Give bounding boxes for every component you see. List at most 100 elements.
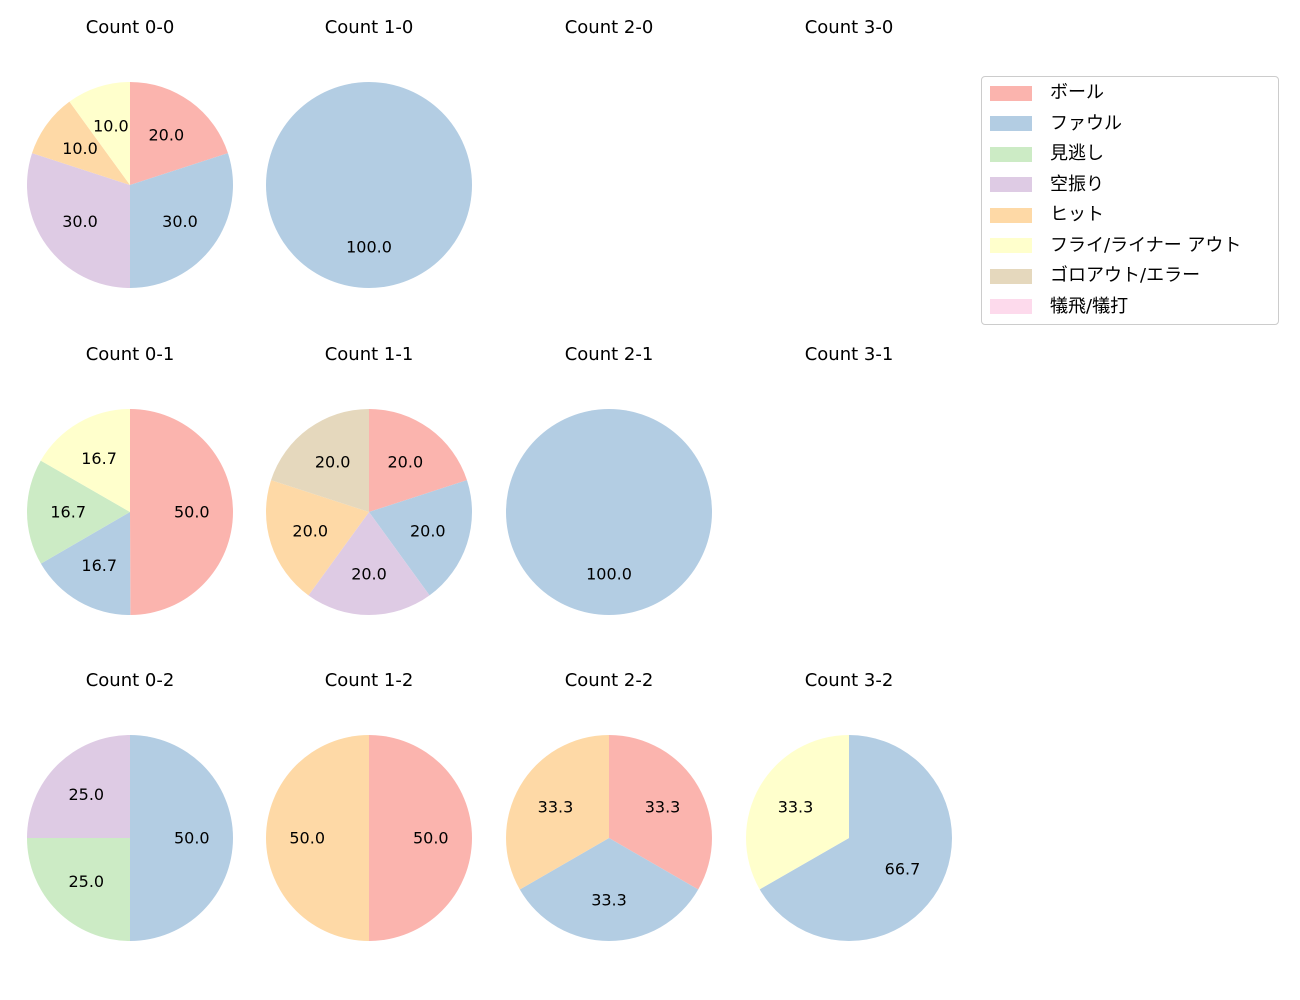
legend-swatch — [990, 238, 1032, 253]
slice-value-label: 20.0 — [149, 126, 185, 145]
legend-label: ゴロアウト/エラー — [1050, 265, 1201, 286]
pie-title: Count 0-2 — [85, 670, 175, 691]
legend-item-hit: ヒット — [990, 203, 1104, 227]
pie-chart — [729, 0, 969, 320]
pie-chart: 50.0 25.0 25.0 — [27, 735, 233, 941]
pie-slice — [130, 82, 228, 185]
pie-chart: 50.0 16.7 16.7 16.7 — [26, 409, 233, 615]
pie-title: Count 3-0 — [804, 17, 894, 38]
pie-slice — [506, 409, 712, 615]
pie-slice — [130, 153, 233, 288]
pie-slice — [369, 409, 467, 512]
pie-panel-3-1: Count 3-1 — [729, 327, 969, 627]
slice-value-label: 50.0 — [289, 829, 325, 848]
pie-slice — [308, 512, 430, 615]
pie-title: Count 1-2 — [324, 670, 414, 691]
slice-value-label: 16.7 — [81, 449, 117, 468]
legend-swatch — [990, 268, 1032, 284]
pie-slice — [266, 480, 369, 596]
pie-title: Count 3-2 — [804, 670, 894, 691]
legend-item-grounder-out-error: ゴロアウト/エラー — [990, 264, 1200, 288]
pie-slice — [40, 512, 131, 615]
pie-panel-0-0: Count 0-0 20.0 30.0 30.0 10.0 10.0 — [10, 0, 250, 300]
legend-item-fly-liner-out: フライ/ライナー アウト — [990, 234, 1241, 258]
legend-swatch — [990, 116, 1032, 131]
pie-panel-2-1: Count 2-1 100.0 — [489, 327, 729, 627]
pie-chart: 50.0 50.0 — [266, 735, 472, 941]
pie-slice — [69, 82, 130, 185]
pie-panel-0-1: Count 0-1 50.0 16.7 16.7 16.7 — [10, 327, 250, 627]
legend-label: ファウル — [1050, 112, 1122, 134]
slice-value-label: 10.0 — [62, 139, 98, 158]
slice-value-label: 30.0 — [162, 212, 198, 231]
pie-slice — [266, 735, 369, 941]
slice-value-label: 20.0 — [388, 453, 424, 472]
slice-value-label: 33.3 — [538, 798, 574, 817]
pie-panel-2-2: Count 2-2 33.3 33.3 33.3 — [489, 653, 729, 953]
slice-value-label: 25.0 — [68, 785, 104, 804]
pie-panel-1-2: Count 1-2 50.0 50.0 — [249, 653, 489, 953]
pie-chart: 20.0 20.0 20.0 20.0 20.0 — [266, 409, 472, 615]
slice-value-label: 33.3 — [778, 798, 814, 817]
pie-slice — [609, 735, 712, 890]
pie-panel-1-1: Count 1-1 20.0 20.0 20.0 20.0 20.0 — [249, 327, 489, 627]
pie-chart: 20.0 30.0 30.0 10.0 10.0 — [26, 82, 233, 288]
pie-chart — [729, 327, 969, 647]
slice-value-label: 100.0 — [586, 564, 632, 583]
pie-slice — [130, 409, 233, 615]
pie-panel-1-0: Count 1-0 100.0 — [249, 0, 489, 300]
slice-value-label: 20.0 — [410, 522, 446, 541]
legend-item-swinging-strike: 空振り — [990, 173, 1104, 197]
legend-label: 空振り — [1050, 173, 1104, 195]
legend-item-sacrifice: 犠飛/犠打 — [990, 295, 1128, 319]
legend-item-foul: ファウル — [990, 112, 1122, 136]
pie-slice — [266, 82, 472, 288]
legend-swatch — [990, 177, 1032, 192]
pie-title: Count 3-1 — [804, 344, 894, 365]
pie-title: Count 0-1 — [85, 344, 175, 365]
legend-swatch — [990, 207, 1032, 223]
legend-item-ball: ボール — [990, 81, 1104, 105]
slice-value-label: 50.0 — [174, 502, 210, 521]
legend-swatch — [990, 85, 1032, 101]
legend-swatch — [990, 146, 1032, 162]
pie-panel-3-2: Count 3-2 66.7 33.3 — [729, 653, 969, 953]
slice-value-label: 66.7 — [885, 859, 921, 878]
slice-value-label: 100.0 — [346, 237, 392, 256]
pie-slice — [32, 101, 130, 185]
pie-title: Count 2-2 — [564, 670, 654, 691]
pie-title: Count 2-1 — [564, 344, 654, 365]
slice-value-label: 16.7 — [50, 503, 86, 522]
pie-slice — [40, 409, 130, 512]
pie-slice — [27, 838, 130, 941]
pie-slice — [26, 460, 130, 564]
slice-value-label: 20.0 — [351, 564, 387, 583]
pie-slice — [746, 735, 849, 890]
pie-slice — [26, 153, 130, 288]
pie-chart — [489, 0, 729, 320]
slice-value-label: 20.0 — [292, 522, 328, 541]
chart-legend: ボール ファウル 見逃し 空振り ヒット フライ/ライナー アウト ゴロアウト/… — [981, 76, 1279, 325]
pie-chart: 100.0 — [506, 409, 712, 615]
slice-value-label: 50.0 — [413, 829, 449, 848]
legend-label: 犠飛/犠打 — [1050, 295, 1129, 317]
pie-chart: 100.0 — [266, 82, 472, 288]
pie-slice — [369, 735, 472, 941]
pie-slice — [271, 409, 369, 512]
slice-value-label: 50.0 — [174, 829, 210, 848]
legend-label: 見逃し — [1050, 143, 1104, 164]
pie-title: Count 0-0 — [85, 17, 175, 38]
pie-panel-0-2: Count 0-2 50.0 25.0 25.0 — [10, 653, 250, 953]
slice-value-label: 10.0 — [93, 117, 129, 136]
pie-title: Count 2-0 — [564, 17, 654, 38]
slice-value-label: 30.0 — [62, 212, 98, 231]
pie-slice — [27, 735, 130, 838]
pie-slice — [130, 735, 233, 941]
pie-slice — [506, 735, 609, 890]
pie-chart: 33.3 33.3 33.3 — [506, 735, 712, 941]
legend-item-called-strike: 見逃し — [990, 142, 1104, 166]
pie-title: Count 1-0 — [324, 17, 414, 38]
legend-swatch — [990, 299, 1032, 314]
legend-label: ボール — [1050, 82, 1104, 103]
slice-value-label: 25.0 — [68, 872, 104, 891]
